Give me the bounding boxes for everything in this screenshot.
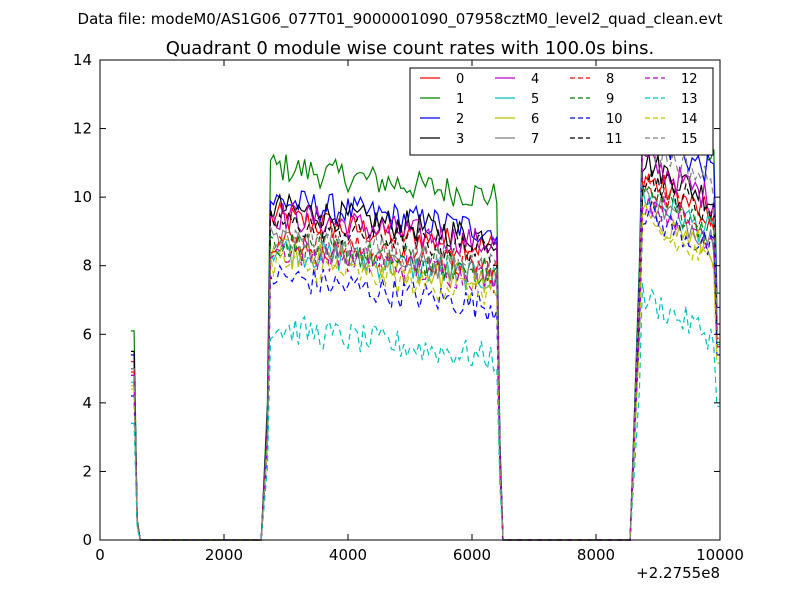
legend-label-7: 7 — [531, 132, 539, 147]
x-tick-label: 4000 — [329, 546, 367, 564]
plot-frame — [99, 59, 721, 541]
y-tick-label: 4 — [82, 394, 92, 412]
legend-label-8: 8 — [606, 72, 614, 87]
y-tick-label: 2 — [82, 462, 92, 480]
legend-label-3: 3 — [456, 132, 464, 147]
legend-label-5: 5 — [531, 92, 539, 107]
legend-label-15: 15 — [681, 132, 698, 147]
y-tick-label: 14 — [73, 51, 92, 69]
y-tick-label: 6 — [82, 325, 92, 343]
legend-label-11: 11 — [606, 132, 623, 147]
y-tick-label: 0 — [82, 531, 92, 549]
legend-label-2: 2 — [456, 112, 464, 127]
x-tick-label: 6000 — [453, 546, 491, 564]
x-tick-label: 8000 — [577, 546, 615, 564]
legend-label-1: 1 — [456, 92, 464, 107]
x-tick-label: 10000 — [696, 546, 744, 564]
x-tick-label: 2000 — [205, 546, 243, 564]
y-tick-label: 12 — [73, 120, 92, 138]
legend-label-14: 14 — [681, 112, 698, 127]
legend-label-4: 4 — [531, 72, 539, 87]
series-line-1 — [131, 97, 720, 541]
legend-label-6: 6 — [531, 112, 539, 127]
legend-label-13: 13 — [681, 92, 698, 107]
legend-label-0: 0 — [456, 72, 464, 87]
legend-box — [409, 67, 714, 156]
x-offset-label: +2.2755e8 — [636, 564, 720, 582]
series-line-13 — [131, 282, 720, 541]
chart-suptitle: Data file: modeM0/AS1G06_077T01_90000010… — [78, 10, 723, 29]
legend-label-12: 12 — [681, 72, 698, 87]
legend-label-9: 9 — [606, 92, 614, 107]
y-tick-label: 8 — [82, 257, 92, 275]
y-tick-label: 10 — [73, 188, 92, 206]
chart-title: Quadrant 0 module wise count rates with … — [166, 38, 655, 59]
x-tick-label: 0 — [95, 546, 105, 564]
legend-label-10: 10 — [606, 112, 623, 127]
